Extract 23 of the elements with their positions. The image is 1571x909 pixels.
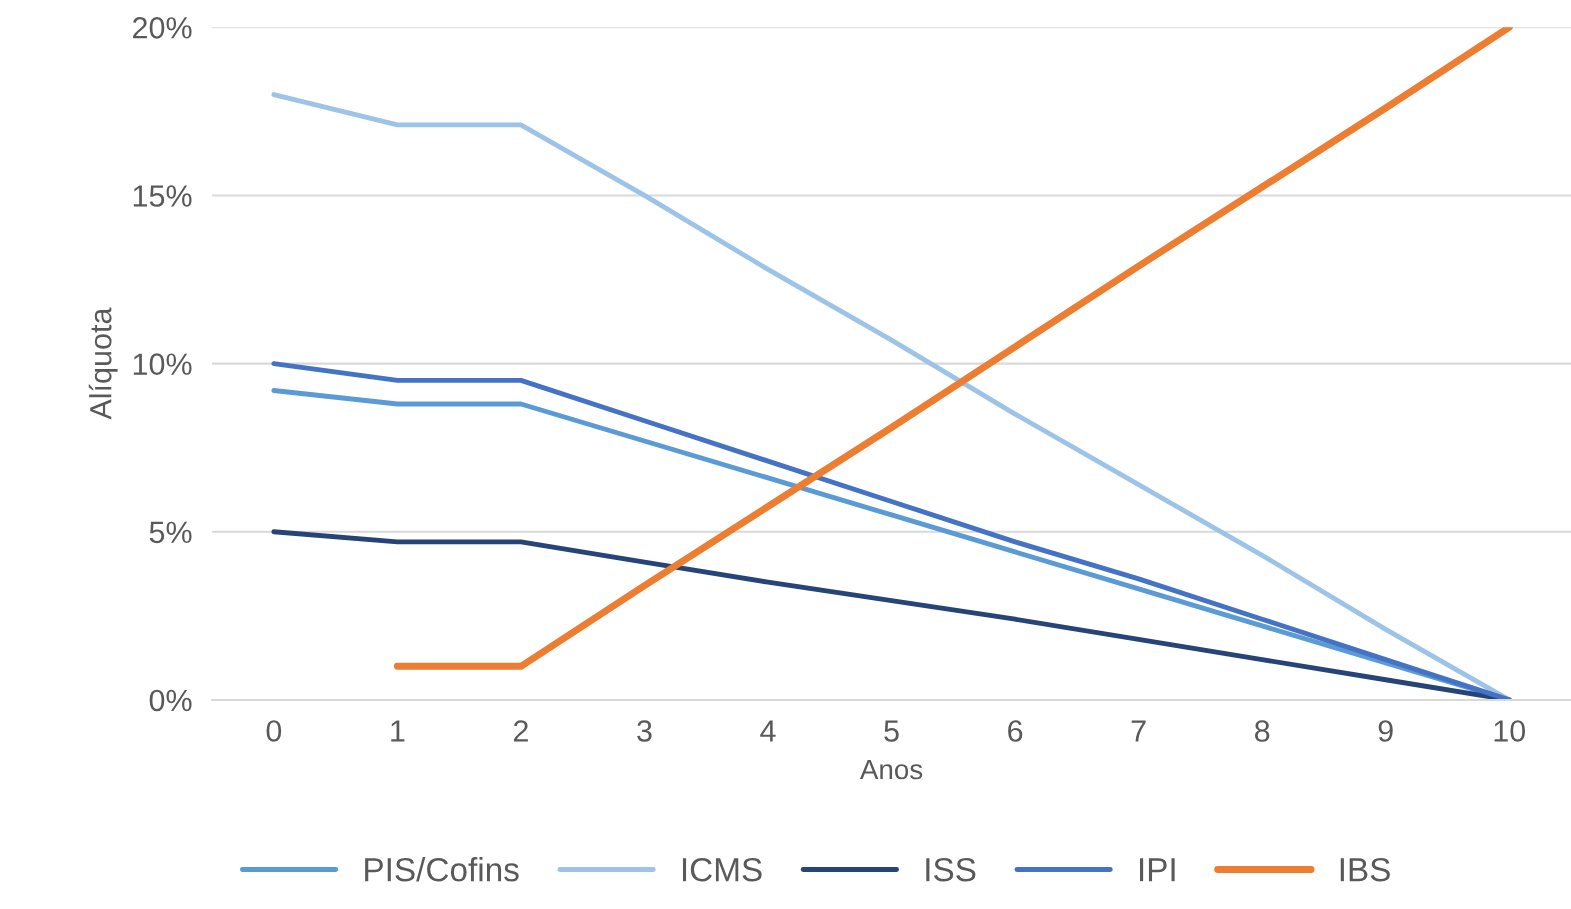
legend-label: IBS xyxy=(1340,857,1390,882)
y-axis-title: Alíquota xyxy=(88,307,118,420)
y-tick-label: 15% xyxy=(133,185,192,207)
x-tick-label: 6 xyxy=(1008,720,1023,742)
x-tick-label: 2 xyxy=(513,720,528,742)
x-tick-label: 1 xyxy=(391,720,405,742)
x-tick-label: 10 xyxy=(1494,720,1526,742)
x-tick-label: 5 xyxy=(884,720,899,742)
legend-label: ICMS xyxy=(682,857,762,882)
legend-label: PIS/Cofins xyxy=(365,857,519,882)
x-tick-label: 9 xyxy=(1378,720,1393,742)
x-tick-label: 7 xyxy=(1131,720,1146,742)
y-tick-label: 5% xyxy=(149,521,192,544)
x-tick-label: 4 xyxy=(760,720,776,742)
x-tick-label: 0 xyxy=(266,720,282,742)
legend-label: ISS xyxy=(926,857,976,882)
legend-label: IPI xyxy=(1140,858,1175,882)
x-tick-label: 3 xyxy=(637,720,652,742)
y-tick-label: 10% xyxy=(133,353,192,375)
y-tick-label: 0% xyxy=(149,689,192,712)
x-tick-label: 8 xyxy=(1254,720,1270,742)
x-axis-title: Anos xyxy=(859,759,923,780)
y-tick-label: 20% xyxy=(133,17,192,39)
